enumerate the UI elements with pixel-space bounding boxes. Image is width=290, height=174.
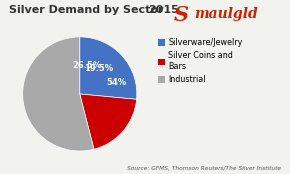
Text: maulgld: maulgld (194, 7, 258, 21)
Wedge shape (80, 94, 137, 149)
Text: 2015: 2015 (148, 5, 179, 15)
Text: 54%: 54% (107, 78, 127, 87)
Text: Silver Demand by Sector: Silver Demand by Sector (9, 5, 163, 15)
Legend: Silverware/Jewelry, Silver Coins and
Bars, Industrial: Silverware/Jewelry, Silver Coins and Bar… (158, 38, 243, 84)
Text: S: S (174, 5, 189, 25)
Wedge shape (23, 37, 94, 151)
Wedge shape (80, 37, 137, 99)
Text: Source: GFMS, Thomson Reuters/The Silver Institute: Source: GFMS, Thomson Reuters/The Silver… (127, 165, 281, 171)
Text: 19.5%: 19.5% (84, 64, 113, 73)
Text: 26.5%: 26.5% (72, 61, 101, 70)
